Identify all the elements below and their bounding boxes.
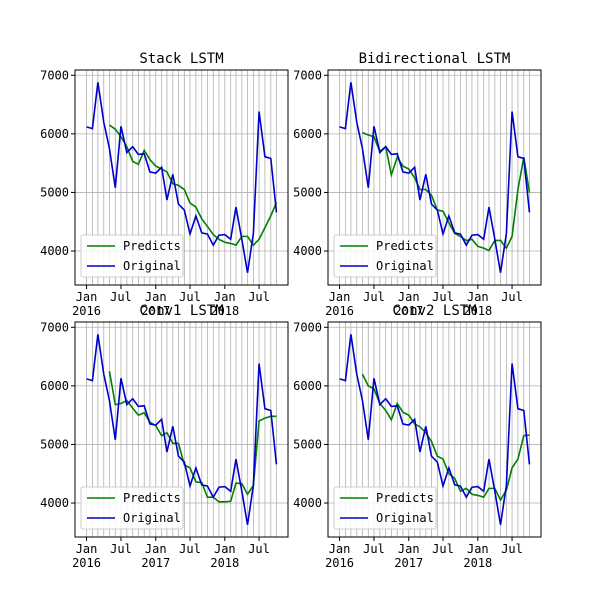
x-tick-label: Jul [432,290,454,304]
x-tick-label: Jan 2016 [325,542,354,570]
series-line [86,82,278,273]
x-tick-label: Jan 2018 [210,542,239,570]
x-tick-label: Jul [363,542,385,556]
x-tick-label: Jul [179,542,201,556]
chart-title: Conv2 LSTM [392,303,476,319]
legend-label: Predicts [376,491,434,505]
series-line [339,82,531,273]
legend-label: Predicts [123,239,181,253]
y-tick-label: 5000 [40,437,69,451]
x-tick-label: Jan 2018 [463,290,492,318]
legend-label: Predicts [123,491,181,505]
x-tick-label: Jan 2018 [210,290,239,318]
x-tick-label: Jan 2016 [72,290,101,318]
y-tick-label: 6000 [40,379,69,393]
x-tick-label: Jul [432,542,454,556]
legend-label: Original [376,511,434,525]
y-tick-label: 6000 [293,127,322,141]
y-tick-label: 4000 [40,496,69,510]
y-tick-label: 7000 [293,68,322,82]
y-tick-label: 6000 [40,127,69,141]
axes-frame [327,321,542,538]
y-tick-label: 5000 [293,437,322,451]
x-tick-label: Jan 2017 [141,542,170,570]
x-tick-label: Jan 2016 [72,542,101,570]
x-tick-label: Jan 2017 [141,290,170,318]
series-line [86,334,278,525]
y-tick-label: 7000 [40,68,69,82]
subplot: 4000 5000 6000 7000 Jan 2016 Jul Jan 2017 Jul Jan 2… [293,51,542,318]
legend-label: Predicts [376,239,434,253]
y-tick-label: 5000 [293,185,322,199]
y-tick-label: 7000 [40,320,69,334]
subplot: 4000 5000 6000 7000 Jan 2016 Jul Jan 2017 Jul Jan 2… [293,303,542,570]
y-tick-label: 4000 [40,244,69,258]
x-tick-label: Jul [248,290,270,304]
axes-frame [74,321,289,538]
x-tick-label: Jul [179,290,201,304]
legend-label: Original [376,259,434,273]
x-tick-label: Jul [501,290,523,304]
axes-frame [327,69,542,286]
x-tick-label: Jul [248,542,270,556]
x-tick-label: Jan 2016 [325,290,354,318]
subplot: 4000 5000 6000 7000 Jan 2016 Jul Jan 2017 Jul Jan 2… [40,51,289,318]
x-tick-label: Jul [110,290,132,304]
y-tick-label: 6000 [293,379,322,393]
x-tick-label: Jan 2018 [463,542,492,570]
x-tick-label: Jan 2017 [394,290,423,318]
x-tick-label: Jul [501,542,523,556]
subplot: 4000 5000 6000 7000 Jan 2016 Jul Jan 2017 Jul Jan 2… [40,303,289,570]
x-tick-label: Jul [363,290,385,304]
x-tick-label: Jan 2017 [394,542,423,570]
legend-label: Original [123,259,181,273]
legend-label: Original [123,511,181,525]
chart-title: Bidirectional LSTM [359,51,511,67]
series-line [362,131,531,252]
chart-title: Conv1 LSTM [139,303,223,319]
x-tick-label: Jul [110,542,132,556]
axes-frame [74,69,289,286]
y-tick-label: 4000 [293,244,322,258]
series-line [339,334,531,525]
series-line [361,373,530,502]
y-tick-label: 4000 [293,496,322,510]
chart-title: Stack LSTM [139,51,223,67]
series-line [108,124,278,247]
y-tick-label: 5000 [40,185,69,199]
y-tick-label: 7000 [293,320,322,334]
